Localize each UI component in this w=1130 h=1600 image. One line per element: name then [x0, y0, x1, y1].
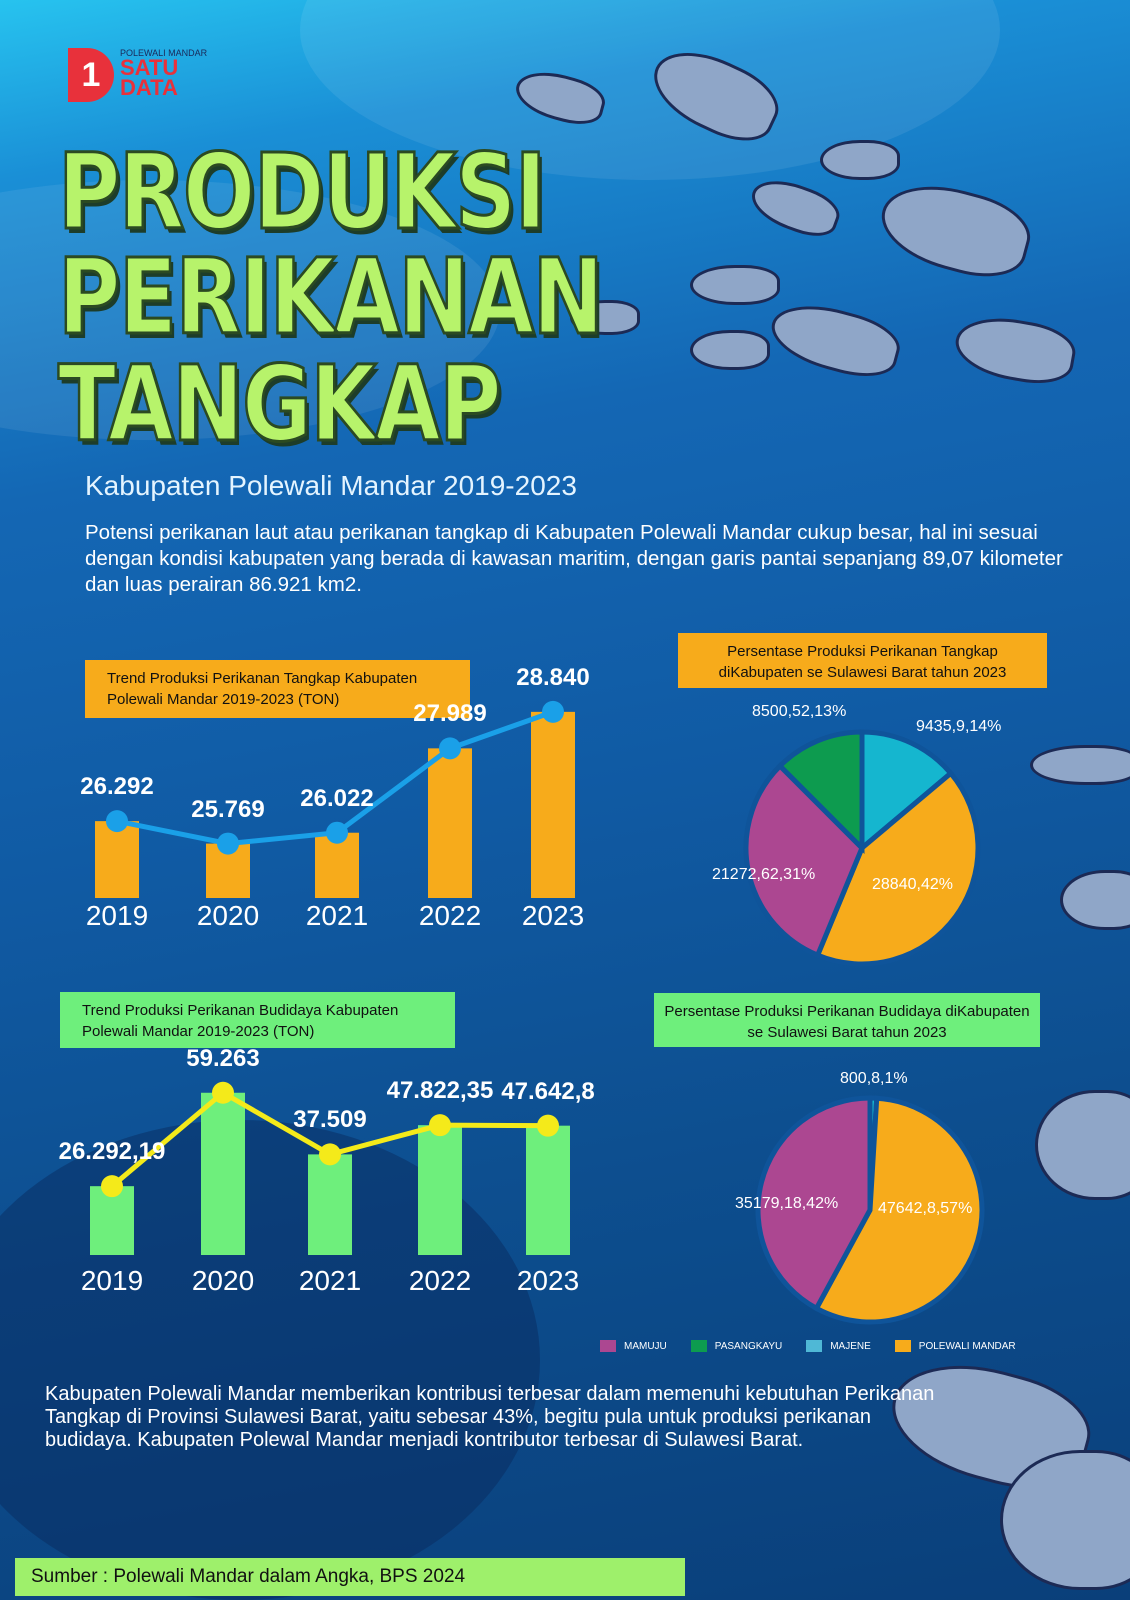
bar	[201, 1092, 245, 1255]
pie-slice	[859, 729, 955, 854]
legend-label: POLEWALI MANDAR	[918, 1340, 1016, 1352]
pie-label: 28840,42%	[872, 876, 953, 893]
chart1-title: Trend Produksi Perikanan Tangkap Kabupat…	[85, 660, 470, 718]
trend-point	[212, 1081, 234, 1104]
pie2-title: Persentase Produksi Perikanan Budidaya d…	[654, 993, 1040, 1047]
subtitle: Kabupaten Polewali Mandar 2019-2023	[85, 470, 577, 501]
fish-icon	[820, 140, 900, 180]
bar	[95, 821, 139, 898]
title-line-1: PRODUKSI	[57, 131, 548, 253]
year-label: 2023	[516, 1265, 580, 1296]
logo-text: SATU DATA	[120, 55, 179, 100]
logo-region: POLEWALI MANDAR	[120, 48, 208, 58]
pie-label: 47642,8,57%	[878, 1200, 973, 1217]
pie-label: 9435,9,14%	[916, 718, 1002, 735]
legend-label: PASANGKAYU	[714, 1340, 783, 1352]
legend: MAMUJU PASANGKAYU MAJENE POLEWALI MANDAR	[600, 1340, 1040, 1352]
fish-icon	[1030, 745, 1130, 785]
legend-item-majene: MAJENE	[806, 1340, 871, 1352]
year-label: 2019	[80, 1265, 144, 1296]
bar	[308, 1154, 352, 1255]
year-label: 2020	[196, 900, 260, 931]
year-label: 2021	[298, 1265, 362, 1296]
legend-label: MAJENE	[830, 1340, 871, 1352]
data-label: 26.292	[80, 773, 154, 801]
trend-point	[537, 1114, 559, 1137]
pie-slice	[813, 1095, 985, 1325]
trend-point	[542, 700, 564, 723]
conclusion-paragraph: Kabupaten Polewali Mandar memberikan kon…	[45, 1383, 935, 1451]
fish-icon	[1000, 1450, 1130, 1590]
trend-point	[319, 1143, 341, 1166]
trend-point	[439, 737, 461, 760]
data-label: 28.840	[516, 663, 590, 691]
pie-slice	[776, 729, 865, 855]
year-label: 2019	[85, 900, 149, 931]
data-label: 59.263	[186, 1044, 260, 1072]
fish-icon	[1035, 1090, 1130, 1200]
legend-item-pasangkayu: PASANGKAYU	[690, 1340, 783, 1352]
title-line-3: TANGKAP	[57, 343, 503, 465]
data-label: 47.642,8	[501, 1077, 595, 1105]
bar	[526, 1125, 570, 1255]
intro-paragraph: Potensi perikanan laut atau perikanan ta…	[85, 521, 1063, 596]
trend-point	[429, 1114, 451, 1137]
pie-label: 35179,18,42%	[735, 1195, 839, 1212]
pie-label: 21272,62,31%	[712, 866, 816, 883]
bar	[531, 711, 575, 898]
legend-swatch	[806, 1340, 823, 1352]
pie-label: 8500,52,13%	[752, 703, 847, 720]
year-label: 2021	[305, 900, 369, 931]
pie-slice	[743, 762, 865, 959]
fish-icon	[690, 265, 780, 305]
year-label: 2020	[191, 1265, 255, 1296]
pie-slice	[814, 769, 981, 967]
year-label: 2023	[521, 900, 585, 931]
pie1-title: Persentase Produksi Perikanan Tangkap di…	[678, 633, 1047, 688]
data-label: 26.022	[300, 784, 374, 812]
source-note: Sumber : Polewali Mandar dalam Angka, BP…	[15, 1558, 685, 1596]
bar	[418, 1125, 462, 1255]
data-label: 27.989	[413, 700, 487, 728]
legend-swatch	[690, 1340, 707, 1352]
fish-icon	[690, 330, 770, 370]
legend-swatch	[894, 1340, 911, 1352]
title-line-2: PERIKANAN	[57, 236, 605, 358]
trend-point	[326, 821, 348, 844]
legend-label: MAMUJU	[624, 1340, 667, 1352]
legend-item-mamuju: MAMUJU	[600, 1340, 667, 1352]
data-label: 47.822,35	[386, 1077, 494, 1105]
year-label: 2022	[418, 900, 482, 931]
bar	[428, 748, 472, 898]
logo-icon: 1	[68, 48, 114, 102]
bar	[90, 1186, 134, 1255]
pie-slice	[755, 1095, 873, 1312]
fish-icon	[1060, 870, 1130, 930]
data-label: 26.292,19	[58, 1138, 166, 1166]
data-label: 37.509	[293, 1106, 367, 1134]
pie-label: 800,8,1%	[840, 1070, 908, 1087]
year-label: 2022	[408, 1265, 472, 1296]
legend-item-polewali: POLEWALI MANDAR	[894, 1340, 1016, 1352]
data-label: 25.769	[191, 795, 265, 823]
trend-point	[101, 1175, 123, 1198]
trend-point	[217, 832, 239, 855]
fish-icon	[570, 300, 640, 335]
chart2-title: Trend Produksi Perikanan Budidaya Kabupa…	[60, 992, 455, 1048]
legend-swatch	[600, 1340, 616, 1352]
trend-point	[106, 810, 128, 833]
